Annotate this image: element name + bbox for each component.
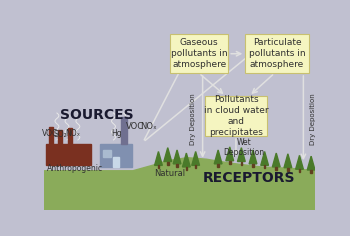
Polygon shape: [173, 150, 181, 164]
Bar: [310, 170, 312, 173]
Text: Anthropogenic: Anthropogenic: [47, 164, 103, 173]
Bar: [287, 168, 289, 171]
Text: Natural: Natural: [154, 169, 186, 177]
Bar: [252, 164, 254, 167]
Polygon shape: [192, 152, 199, 165]
Polygon shape: [155, 152, 162, 165]
Polygon shape: [307, 156, 315, 170]
Polygon shape: [182, 153, 190, 167]
Bar: [58, 130, 62, 144]
Bar: [49, 127, 53, 144]
Text: Gaseous
pollutants in
atmosphere: Gaseous pollutants in atmosphere: [171, 38, 228, 69]
Text: SO₂: SO₂: [54, 130, 68, 139]
Bar: [167, 161, 169, 165]
Bar: [104, 150, 111, 157]
Bar: [275, 167, 277, 170]
Polygon shape: [164, 148, 172, 161]
Bar: [229, 161, 231, 164]
Text: SOURCES: SOURCES: [60, 108, 133, 122]
Bar: [99, 144, 132, 167]
Bar: [121, 117, 127, 144]
Text: VOC: VOC: [42, 129, 58, 138]
Text: NOₓ: NOₓ: [65, 129, 80, 138]
Text: Wet
Deposition: Wet Deposition: [223, 138, 264, 157]
Bar: [176, 164, 178, 167]
Polygon shape: [226, 147, 234, 161]
Text: NOₓ: NOₓ: [140, 122, 157, 131]
Text: RECEPTORS: RECEPTORS: [203, 172, 295, 185]
Polygon shape: [249, 150, 257, 164]
Bar: [240, 161, 242, 165]
Polygon shape: [44, 158, 315, 210]
Bar: [113, 157, 119, 167]
Text: VOC: VOC: [126, 122, 144, 131]
Bar: [195, 165, 196, 169]
Bar: [217, 164, 219, 167]
Polygon shape: [296, 155, 303, 169]
FancyBboxPatch shape: [170, 34, 228, 73]
Bar: [68, 128, 72, 144]
Polygon shape: [214, 150, 222, 164]
Polygon shape: [272, 153, 280, 167]
Polygon shape: [261, 152, 268, 165]
Text: Particulate
pollutants in
atmosphere: Particulate pollutants in atmosphere: [249, 38, 305, 69]
Bar: [299, 169, 300, 172]
Text: Hg: Hg: [111, 129, 122, 139]
Text: Dry Deposition: Dry Deposition: [310, 93, 316, 145]
Text: Dry Deposition: Dry Deposition: [190, 93, 196, 145]
Bar: [264, 165, 265, 169]
Bar: [158, 165, 159, 169]
Bar: [186, 167, 187, 170]
Polygon shape: [238, 148, 245, 161]
Polygon shape: [284, 154, 292, 168]
FancyBboxPatch shape: [245, 34, 309, 73]
Text: Pollutants
in cloud water
and
precipitates: Pollutants in cloud water and precipitat…: [204, 95, 268, 137]
Bar: [46, 144, 91, 165]
FancyBboxPatch shape: [205, 96, 267, 136]
